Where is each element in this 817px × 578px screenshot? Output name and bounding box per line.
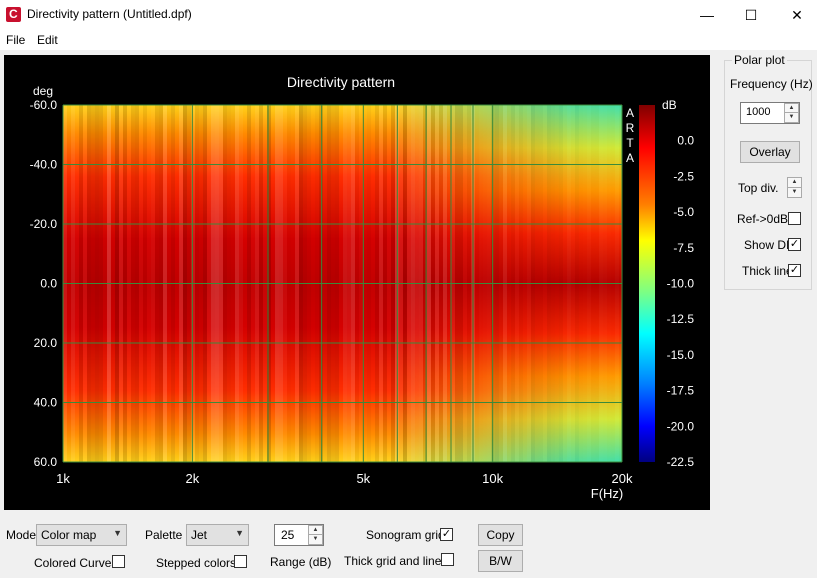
y-tick-label: 60.0 [34, 455, 58, 469]
mode-value: Color map [41, 528, 97, 542]
window-title: Directivity pattern (Untitled.dpf) [27, 7, 192, 21]
range-value: 25 [281, 528, 295, 542]
title-bar [0, 0, 817, 30]
menu-bar [0, 30, 817, 50]
x-tick-label: 10k [482, 471, 503, 486]
x-axis-label: F(Hz) [591, 486, 624, 501]
mode-select[interactable]: Color map ▼ [36, 524, 127, 546]
palette-value: Jet [191, 528, 208, 542]
polar-plot-group [724, 60, 812, 290]
menu-edit[interactable]: Edit [37, 33, 58, 47]
palette-select[interactable]: Jet ▼ [186, 524, 249, 546]
thick-line-label: Thick line [742, 264, 793, 278]
y-tick-label: -60.0 [30, 98, 58, 112]
x-tick-label: 1k [56, 471, 70, 486]
stepped-colors-label: Stepped colors [156, 556, 237, 570]
y-tick-label: 40.0 [34, 396, 58, 410]
stepped-colors-checkbox[interactable] [234, 555, 247, 568]
y-tick-label: -20.0 [30, 217, 58, 231]
colorbar-unit: dB [662, 98, 677, 112]
y-axis-unit: deg [33, 84, 53, 98]
chevron-down-icon: ▼ [113, 528, 122, 538]
watermark-letter: T [626, 136, 634, 150]
watermark-letter: R [626, 121, 635, 135]
colorbar-tick-label: -12.5 [667, 312, 695, 326]
y-tick-label: 0.0 [40, 277, 57, 291]
frequency-value: 1000 [746, 106, 771, 118]
colorbar-tick-label: -22.5 [667, 455, 695, 469]
copy-button[interactable]: Copy [478, 524, 523, 546]
x-tick-label: 20k [612, 471, 633, 486]
colorbar-ticks: 0.0 -2.5 -5.0 -7.5 -10.0 -12.5 -15.0 -17.5 -20.0… [667, 134, 695, 469]
ref-0db-checkbox[interactable] [788, 212, 801, 225]
overlay-button[interactable]: Overlay [740, 141, 800, 163]
y-tick-label: 20.0 [34, 336, 58, 350]
colorbar [639, 105, 655, 462]
sonogram-grid-checkbox[interactable]: ✓ [440, 528, 453, 541]
grid [62, 104, 623, 463]
colorbar-tick-label: -10.0 [667, 277, 695, 291]
thick-grid-checkbox[interactable] [441, 553, 454, 566]
watermark-letter: A [626, 106, 634, 120]
y-tick-label: -40.0 [30, 158, 58, 172]
show-di-label: Show DI [744, 238, 790, 252]
directivity-chart: 1k 2k 5k 10k 20k -60.0 -40.0 -20.0 0.0 20.0 40.0 60… [30, 74, 695, 501]
sonogram-grid-label: Sonogram grid [366, 528, 445, 542]
range-label: Range (dB) [270, 555, 332, 569]
thick-grid-label: Thick grid and lines [344, 554, 448, 568]
minimize-button[interactable]: — [700, 7, 714, 23]
bw-button[interactable]: B/W [478, 550, 523, 572]
colored-curves-checkbox[interactable] [112, 555, 125, 568]
ref-0db-label: Ref->0dB [737, 212, 789, 226]
show-di-checkbox[interactable]: ✓ [788, 238, 801, 251]
chart-title: Directivity pattern [287, 74, 395, 90]
top-div-label: Top div. [738, 181, 779, 195]
x-tick-label: 2k [185, 471, 199, 486]
chevron-down-icon: ▼ [235, 528, 244, 538]
colorbar-tick-label: -15.0 [667, 348, 695, 362]
range-down-button[interactable]: ▼ [308, 534, 323, 545]
colorbar-tick-label: 0.0 [677, 134, 694, 148]
palette-label: Palette [145, 528, 183, 542]
colored-curves-label: Colored Curves [34, 556, 118, 570]
colorbar-tick-label: -2.5 [673, 169, 694, 183]
close-button[interactable]: ✕ [791, 7, 803, 23]
watermark-letter: A [626, 151, 634, 165]
colorbar-tick-label: -5.0 [673, 205, 694, 219]
frequency-down-button[interactable]: ▼ [784, 112, 799, 123]
colorbar-tick-label: -20.0 [667, 419, 695, 433]
thick-line-checkbox[interactable]: ✓ [788, 264, 801, 277]
colorbar-tick-label: -7.5 [673, 241, 694, 255]
x-tick-label: 5k [356, 471, 370, 486]
maximize-button[interactable]: ☐ [744, 7, 758, 23]
top-div-down-button[interactable]: ▼ [787, 187, 802, 198]
frequency-label: Frequency (Hz) [730, 77, 813, 91]
colorbar-tick-label: -17.5 [667, 384, 695, 398]
app-icon: C [6, 7, 21, 22]
menu-file[interactable]: File [6, 33, 26, 47]
axes: 1k 2k 5k 10k 20k -60.0 -40.0 -20.0 0.0 20.0 40.0 60… [30, 98, 633, 486]
polar-plot-label: Polar plot [732, 53, 787, 67]
mode-label: Mode [6, 528, 37, 542]
